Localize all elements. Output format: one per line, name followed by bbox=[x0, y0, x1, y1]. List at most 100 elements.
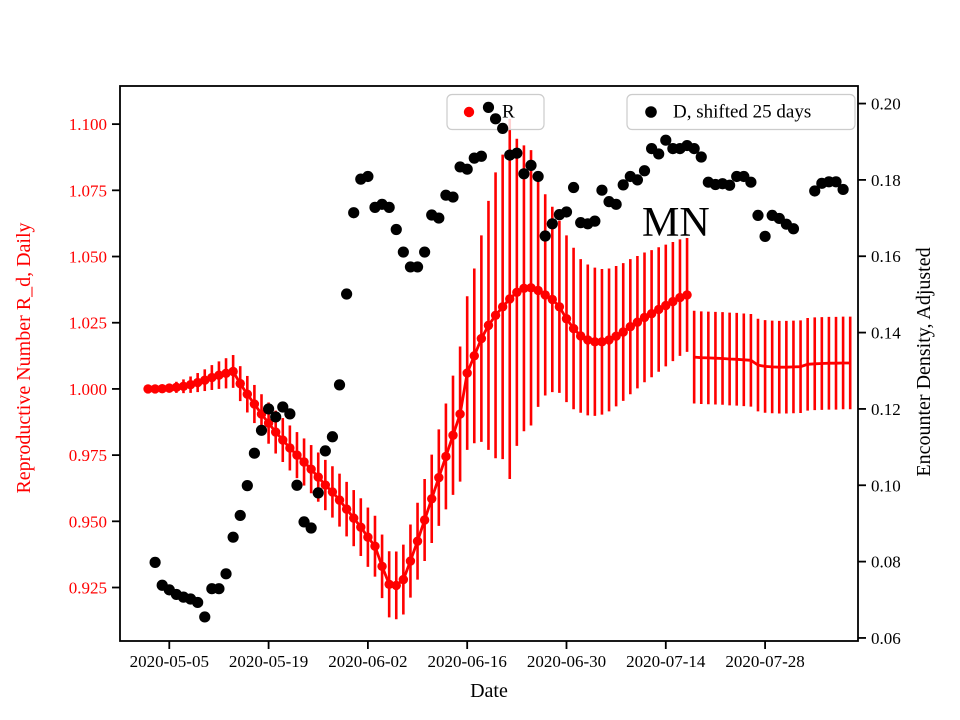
y-right-tick-label: 0.10 bbox=[871, 476, 901, 495]
r-point bbox=[200, 375, 210, 385]
x-axis-label: Date bbox=[470, 680, 508, 702]
d-point bbox=[383, 201, 395, 213]
y-right-tick-label: 0.08 bbox=[871, 553, 901, 572]
r-point bbox=[285, 443, 295, 453]
d-point bbox=[688, 142, 700, 155]
d-point bbox=[532, 170, 544, 183]
r-point bbox=[597, 337, 607, 347]
r-point bbox=[568, 323, 579, 334]
r-point bbox=[441, 451, 451, 462]
d-point bbox=[787, 223, 800, 235]
r-point bbox=[306, 464, 316, 474]
legend-r-label: R bbox=[502, 102, 515, 123]
d-point bbox=[362, 170, 374, 183]
d-point bbox=[305, 522, 317, 534]
d-point bbox=[546, 218, 558, 230]
d-point bbox=[759, 230, 771, 242]
d-point bbox=[248, 447, 261, 459]
r-point bbox=[349, 513, 359, 523]
x-tick-label: 2020-07-28 bbox=[725, 652, 804, 671]
d-point bbox=[837, 183, 849, 196]
r-point bbox=[583, 335, 593, 345]
r-point bbox=[278, 435, 288, 445]
y-left-tick-label: 1.025 bbox=[69, 314, 107, 333]
d-point bbox=[277, 401, 289, 413]
d-point bbox=[475, 150, 487, 162]
x-tick-label: 2020-06-30 bbox=[527, 652, 606, 671]
d-point bbox=[610, 198, 622, 210]
d-point bbox=[341, 288, 353, 300]
d-point bbox=[631, 174, 644, 186]
d-point bbox=[525, 159, 537, 171]
r-point bbox=[639, 312, 650, 323]
r-point bbox=[497, 302, 508, 312]
d-point bbox=[433, 212, 445, 224]
r-point bbox=[632, 317, 643, 327]
d-point bbox=[234, 509, 246, 522]
r-point bbox=[292, 450, 302, 460]
x-tick-label: 2020-05-19 bbox=[229, 652, 308, 671]
r-point bbox=[526, 283, 536, 293]
r-point bbox=[235, 378, 245, 389]
r-point bbox=[299, 457, 309, 467]
r-point bbox=[682, 290, 692, 300]
r-point bbox=[178, 381, 189, 391]
d-point bbox=[447, 191, 459, 203]
d-point bbox=[227, 531, 239, 543]
d-point bbox=[539, 230, 551, 242]
d-point bbox=[348, 207, 360, 219]
d-point bbox=[809, 185, 821, 197]
r-point bbox=[547, 294, 558, 305]
r-point bbox=[228, 366, 238, 377]
d-point bbox=[745, 176, 757, 188]
r-point bbox=[334, 495, 345, 505]
r-point bbox=[448, 430, 458, 440]
r-point bbox=[214, 370, 224, 380]
r-point bbox=[625, 321, 636, 332]
y-left-tick-label: 0.950 bbox=[69, 512, 107, 531]
r-point bbox=[540, 290, 550, 300]
d-point bbox=[617, 179, 629, 191]
plot-border bbox=[119, 85, 859, 642]
r-point bbox=[561, 314, 572, 324]
d-point bbox=[333, 379, 346, 391]
r-point bbox=[675, 292, 685, 303]
d-point bbox=[319, 445, 331, 457]
legend-d-marker-icon bbox=[645, 106, 657, 118]
r-point bbox=[164, 383, 174, 393]
d-point bbox=[199, 611, 211, 623]
r-point bbox=[384, 579, 394, 590]
r-error-bars-layer bbox=[146, 118, 852, 620]
x-tick-label: 2020-06-16 bbox=[428, 652, 507, 671]
r-point bbox=[661, 300, 671, 311]
y-right-tick-label: 0.16 bbox=[871, 247, 901, 266]
d-point bbox=[589, 215, 601, 227]
r-point bbox=[327, 487, 338, 497]
legend-d-box bbox=[626, 93, 856, 131]
r-point bbox=[653, 304, 664, 315]
r-point bbox=[242, 389, 253, 399]
y-left-tick-label: 1.100 bbox=[69, 115, 107, 134]
x-tick-label: 2020-07-14 bbox=[626, 652, 706, 671]
r-point bbox=[618, 327, 628, 337]
d-point bbox=[660, 134, 672, 146]
left-y-axis-label: Reproductive Number R_d, Daily bbox=[13, 222, 35, 493]
r-point bbox=[320, 480, 331, 490]
r-point bbox=[270, 427, 281, 437]
d-point bbox=[482, 101, 495, 113]
d-point bbox=[326, 431, 339, 443]
x-tick-label: 2020-06-02 bbox=[328, 652, 407, 671]
r-point bbox=[157, 383, 167, 394]
d-point bbox=[497, 122, 509, 134]
r-point bbox=[483, 320, 494, 331]
r-point bbox=[363, 532, 373, 542]
d-point bbox=[830, 176, 842, 188]
d-point bbox=[390, 223, 402, 236]
r-point bbox=[490, 310, 501, 321]
state-annotation: MN bbox=[642, 200, 710, 246]
d-point bbox=[411, 261, 424, 273]
d-point bbox=[511, 147, 523, 159]
r-point bbox=[533, 285, 543, 296]
r-point bbox=[575, 331, 586, 341]
d-point bbox=[419, 246, 431, 258]
